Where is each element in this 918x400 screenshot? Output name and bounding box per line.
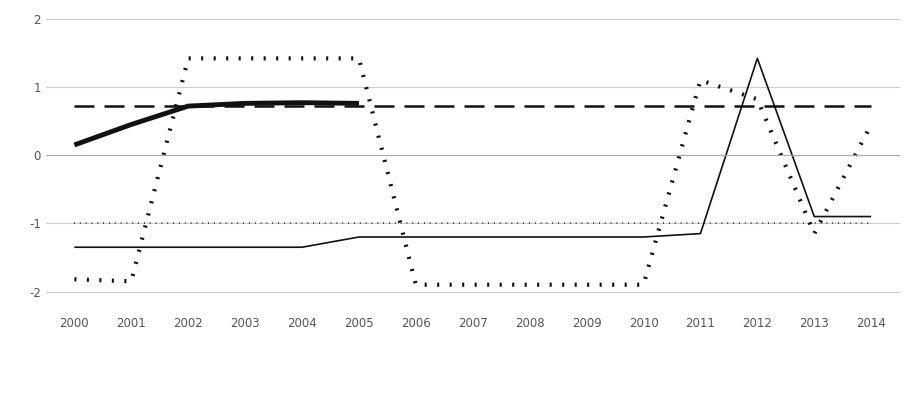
Legend: ESP, FR, GRE, IT, PT: ESP, FR, GRE, IT, PT — [69, 397, 441, 400]
